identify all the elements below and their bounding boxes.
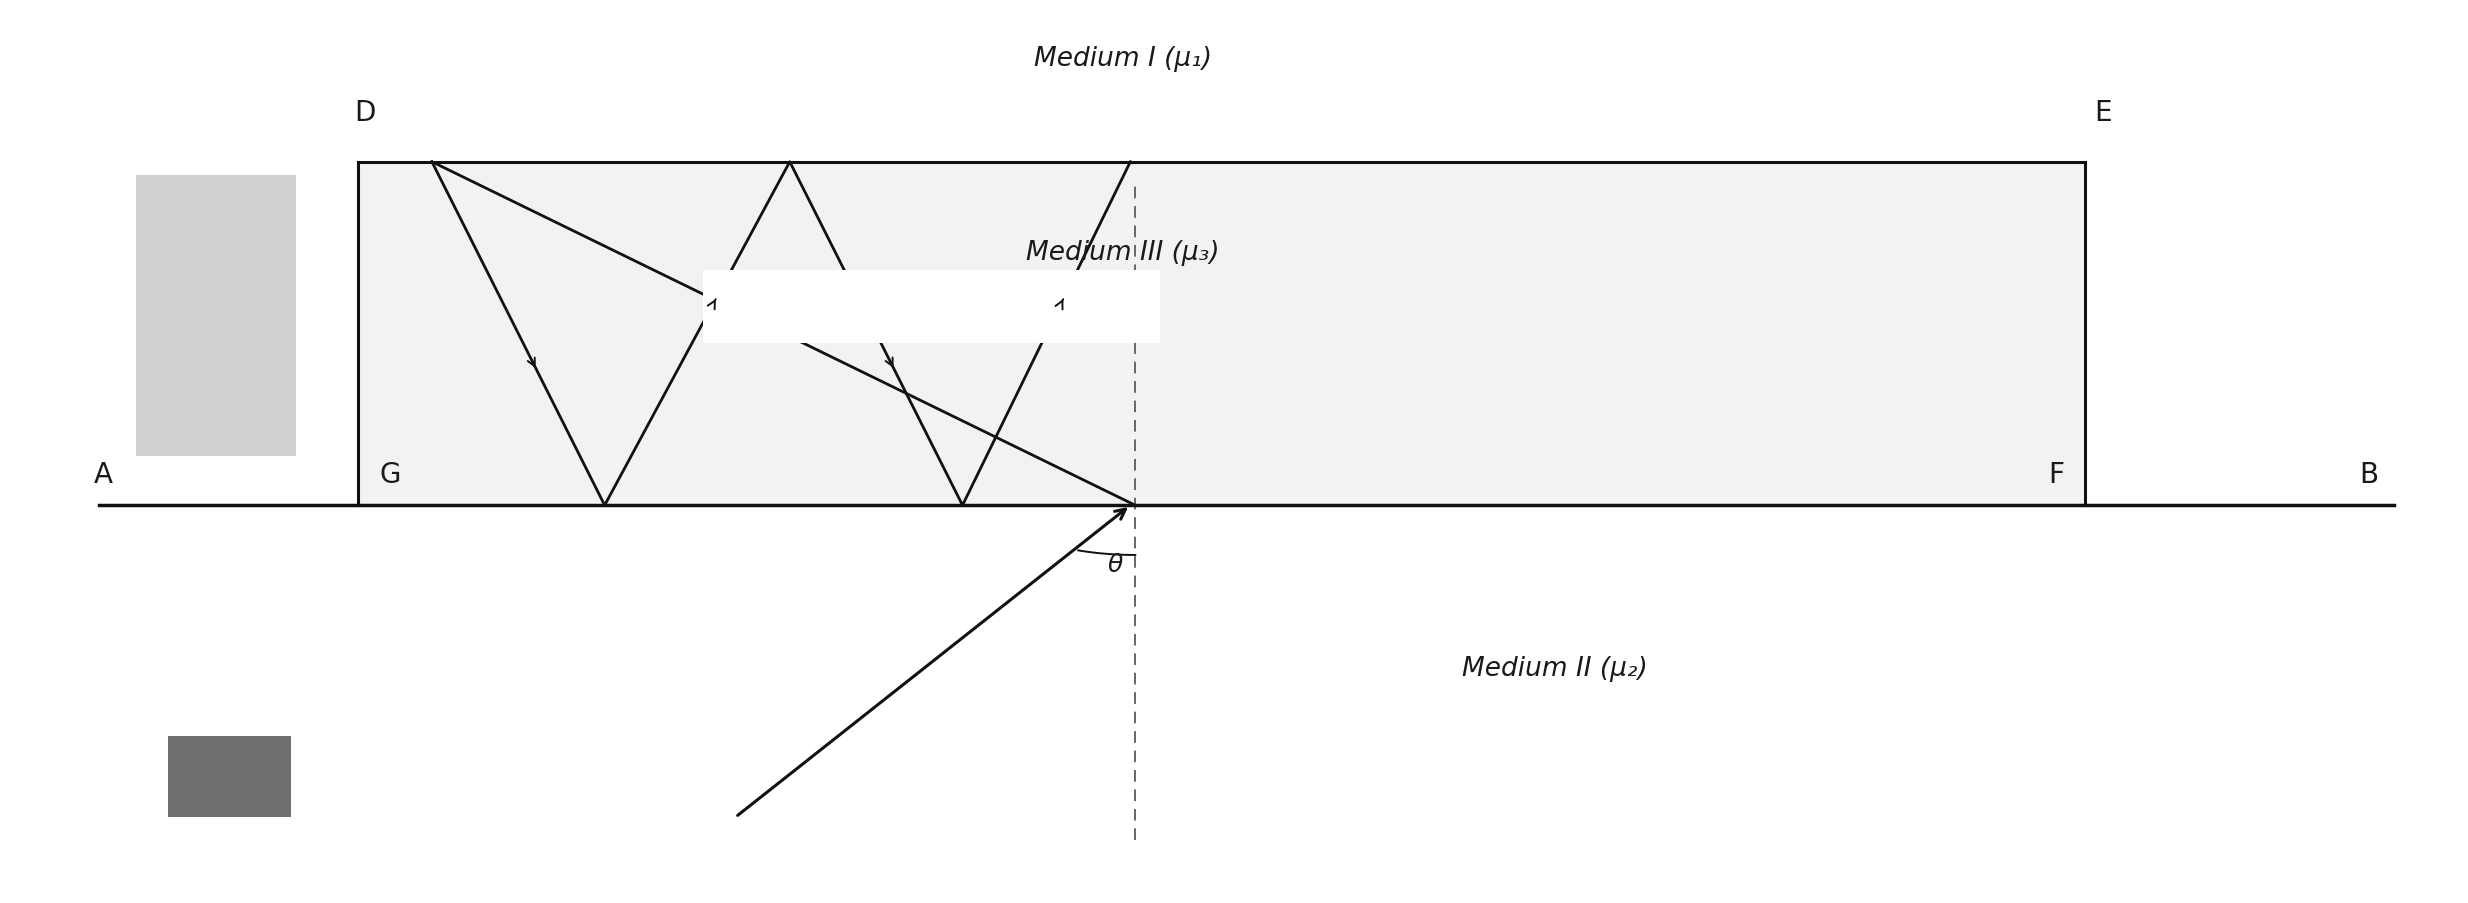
Text: E: E [2093,99,2113,126]
Bar [168,736,291,817]
Text: G: G [380,461,400,488]
Text: D: D [355,99,375,126]
Text: F: F [2048,461,2063,488]
Text: Medium I (μ₁): Medium I (μ₁) [1034,46,1212,71]
Text: Medium II (μ₂): Medium II (μ₂) [1461,656,1649,681]
Bar [136,176,296,456]
Text: B: B [2359,461,2379,488]
Text: $\theta$: $\theta$ [1108,553,1123,576]
Bar [703,271,1160,343]
Bar [358,163,2085,506]
Text: A: A [94,461,114,488]
Text: Medium III (μ₃): Medium III (μ₃) [1027,240,1219,265]
